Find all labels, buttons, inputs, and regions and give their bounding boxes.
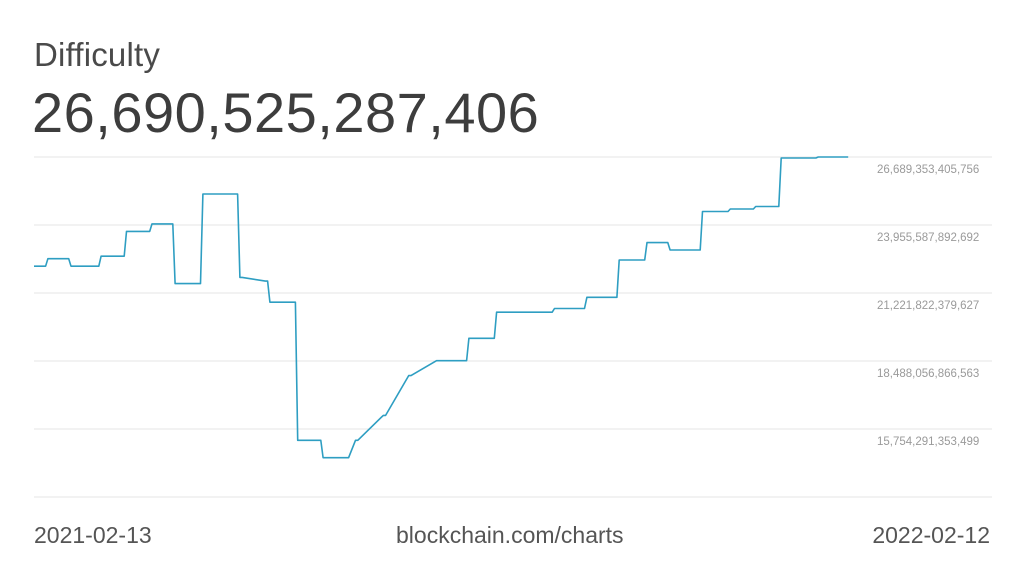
y-tick-label-0: 26,689,353,405,756 — [877, 164, 979, 176]
grid-lines — [34, 156, 992, 498]
current-difficulty-value: 26,690,525,287,406 — [32, 81, 540, 144]
y-tick-label-2: 21,221,822,379,627 — [877, 300, 979, 312]
difficulty-series-line — [34, 156, 849, 459]
source-link[interactable]: blockchain.com/charts — [396, 522, 624, 548]
y-tick-label-3: 18,488,056,866,563 — [877, 368, 979, 380]
end-date-label: 2022-02-12 — [872, 522, 990, 548]
start-date-label: 2021-02-13 — [34, 522, 152, 548]
series-layer — [34, 156, 849, 459]
y-tick-label-4: 15,754,291,353,499 — [877, 436, 979, 448]
y-tick-label-1: 23,955,587,892,692 — [877, 232, 979, 244]
chart-title: Difficulty — [34, 36, 161, 73]
y-axis-tick-labels: 26,689,353,405,756 23,955,587,892,692 21,2… — [877, 164, 979, 448]
